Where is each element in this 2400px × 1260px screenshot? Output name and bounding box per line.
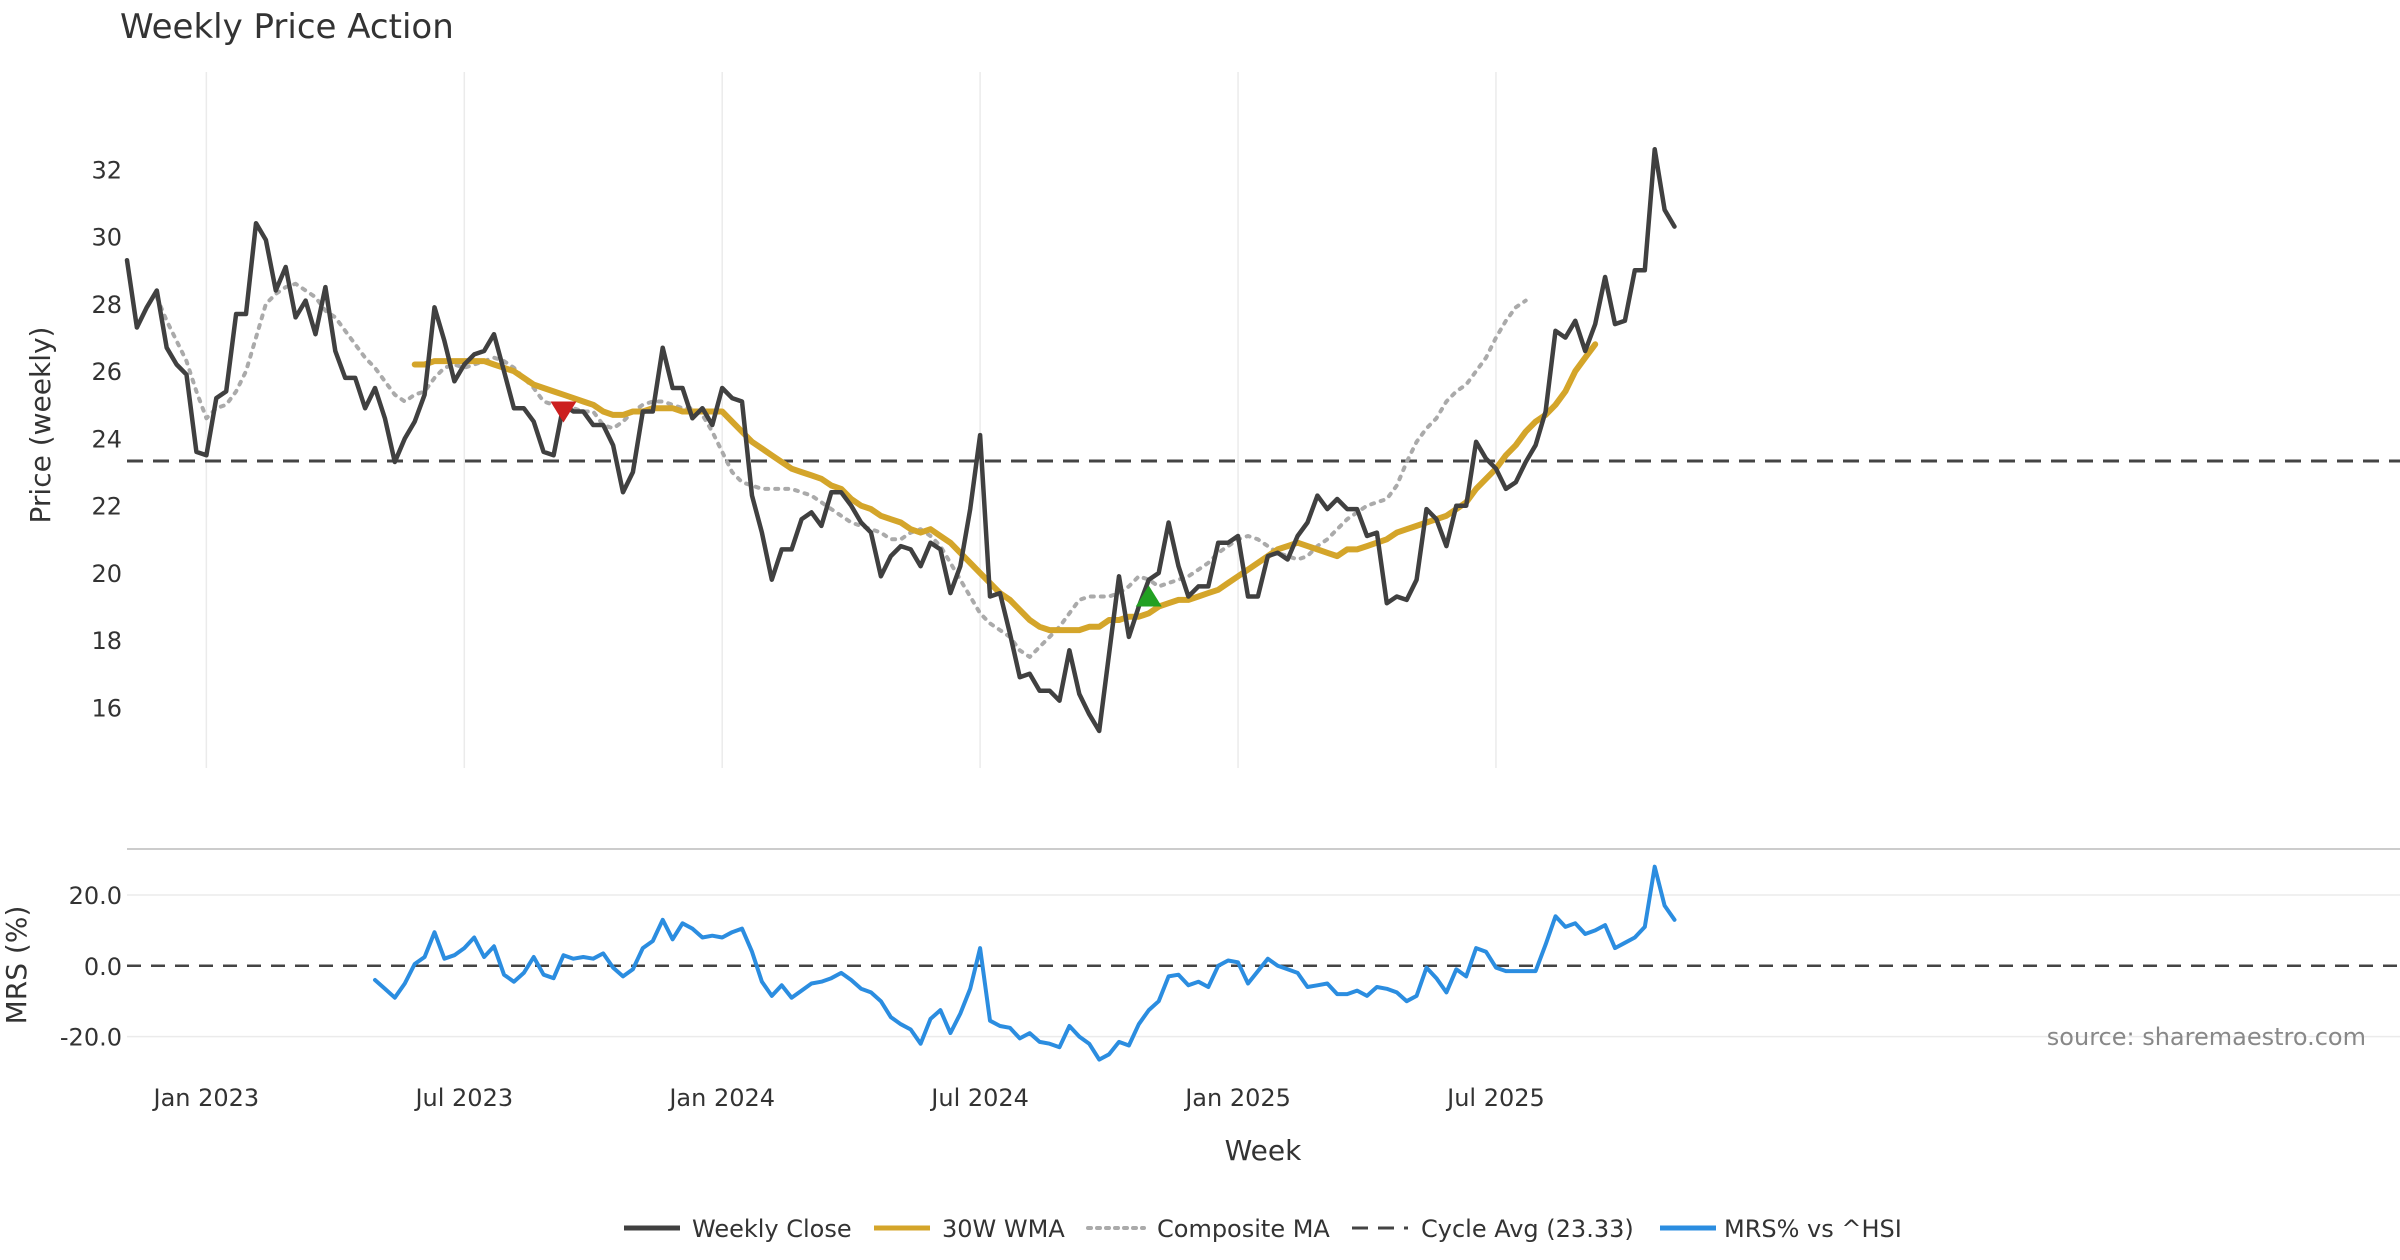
source-note: source: sharemaestro.com — [2047, 1023, 2366, 1051]
legend-item-composite-ma: Composite MA — [1086, 1215, 1330, 1243]
legend-label-weekly-close: Weekly Close — [692, 1215, 852, 1243]
series-lines — [124, 147, 2400, 1062]
price-y-tick-label: 26 — [91, 358, 122, 386]
legend-label-mrs: MRS% vs ^HSI — [1724, 1215, 1902, 1243]
buy-signal-marker — [1135, 585, 1162, 607]
legend-item-mrs: MRS% vs ^HSI — [1660, 1215, 1902, 1243]
legend-label-composite-ma: Composite MA — [1157, 1215, 1330, 1243]
price-y-tick-label: 22 — [91, 493, 122, 521]
price-y-tick-label: 28 — [91, 291, 122, 319]
legend-label-30w-wma: 30W WMA — [942, 1215, 1065, 1243]
x-tick-label: Jan 2025 — [1183, 1084, 1291, 1112]
legend-item-weekly-close: Weekly Close — [624, 1215, 852, 1243]
x-axis-label: Week — [1225, 1134, 1302, 1167]
price-y-tick-label: 16 — [91, 694, 122, 722]
mrs-y-axis-label: MRS (%) — [0, 906, 33, 1025]
mrs-y-tick-label: 20.0 — [69, 882, 122, 910]
x-ticks: Jan 2023 Jul 2023 Jan 2024 Jul 2024 Jan 2025… — [152, 1084, 1545, 1112]
x-tick-label: Jul 2024 — [929, 1084, 1029, 1112]
mrs-y-tick-label: 0.0 — [84, 953, 122, 981]
signal-markers — [550, 401, 1162, 607]
legend-label-cycle-avg: Cycle Avg (23.33) — [1421, 1215, 1634, 1243]
x-tick-label: Jul 2023 — [413, 1084, 513, 1112]
weekly-close-line — [124, 147, 1677, 734]
composite-ma-line — [154, 281, 1528, 659]
sell-signal-marker — [550, 401, 577, 423]
mrs-y-tick-label: -20.0 — [60, 1024, 122, 1052]
x-tick-label: Jan 2023 — [152, 1084, 260, 1112]
price-y-tick-label: 32 — [91, 156, 122, 184]
y-ticks: 16 18 20 22 24 26 28 30 32 20.0 0.0 -20.0 — [60, 156, 122, 1051]
x-tick-label: Jan 2024 — [667, 1084, 775, 1112]
price-y-axis-label: Price (weekly) — [24, 327, 57, 524]
price-y-tick-label: 18 — [91, 627, 122, 655]
legend: Weekly Close 30W WMA Composite MA Cycle … — [624, 1215, 1902, 1243]
price-y-tick-label: 20 — [91, 560, 122, 588]
wma-30w-line — [411, 341, 1599, 634]
price-y-tick-label: 30 — [91, 224, 122, 252]
price-y-tick-label: 24 — [91, 425, 122, 453]
mrs-line — [373, 864, 1677, 1062]
gridlines — [127, 72, 2400, 1038]
chart-title: Weekly Price Action — [120, 7, 454, 47]
legend-item-cycle-avg: Cycle Avg (23.33) — [1352, 1215, 1634, 1243]
x-tick-label: Jul 2025 — [1445, 1084, 1545, 1112]
legend-item-30w-wma: 30W WMA — [874, 1215, 1065, 1243]
